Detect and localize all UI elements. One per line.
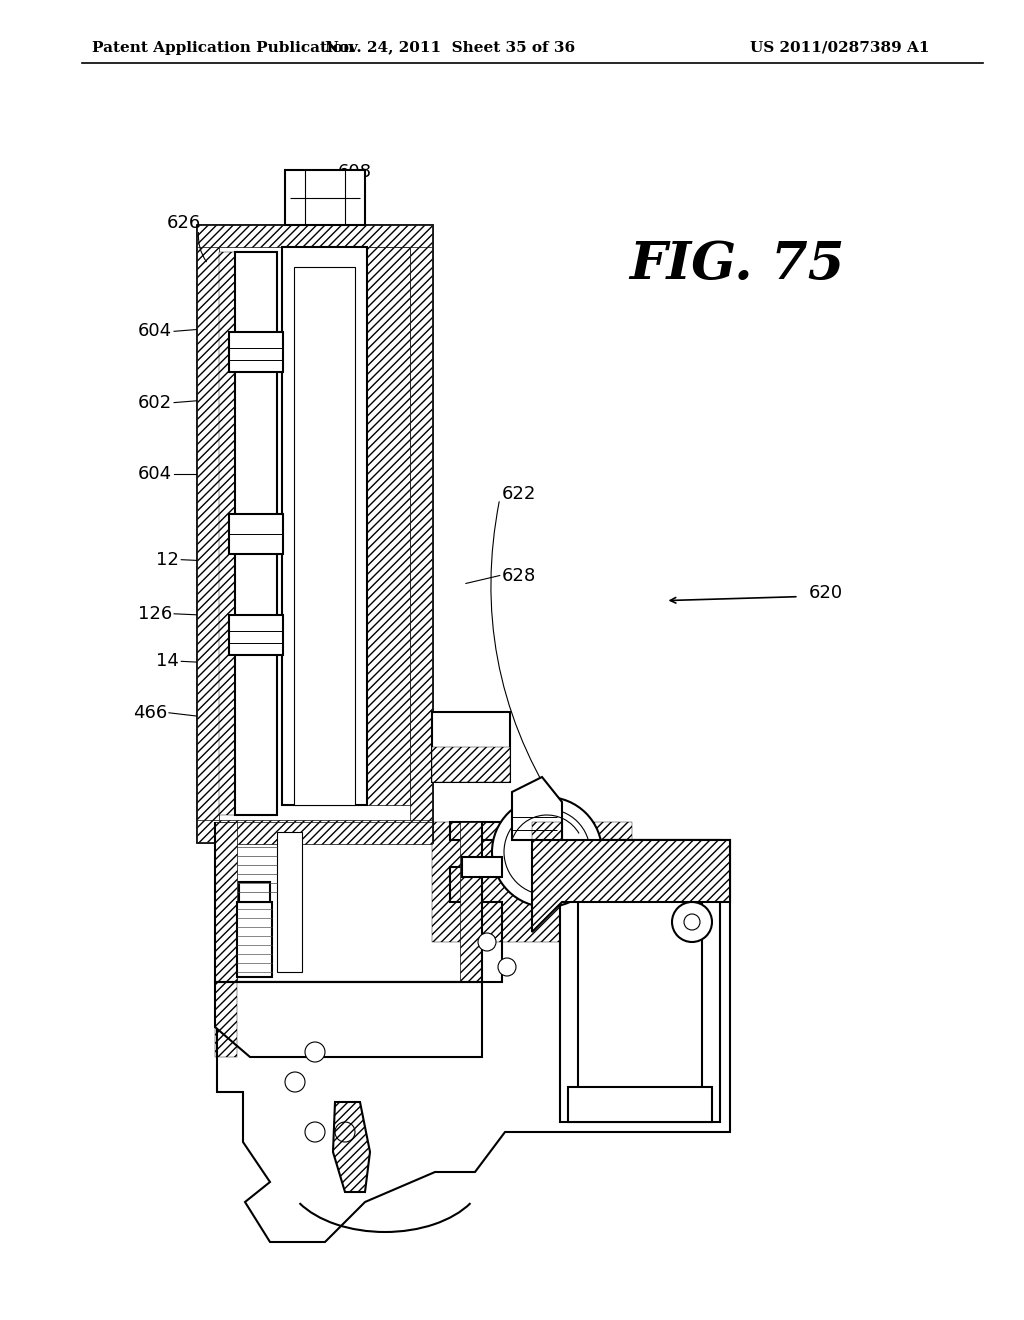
Text: Nov. 24, 2011  Sheet 35 of 36: Nov. 24, 2011 Sheet 35 of 36: [326, 41, 575, 54]
Bar: [560, 840, 720, 1122]
Circle shape: [498, 958, 516, 975]
Text: 626: 626: [167, 214, 201, 232]
Bar: [229, 513, 283, 553]
Polygon shape: [512, 777, 562, 840]
Bar: [565, 845, 715, 1117]
Bar: [234, 252, 278, 814]
Bar: [239, 882, 270, 902]
Bar: [215, 822, 432, 843]
Bar: [278, 832, 302, 972]
Text: 126: 126: [138, 605, 172, 623]
Text: Patent Application Publication: Patent Application Publication: [92, 41, 354, 54]
Bar: [285, 170, 365, 224]
Circle shape: [305, 1041, 325, 1063]
Bar: [197, 224, 219, 842]
Circle shape: [305, 1122, 325, 1142]
Bar: [294, 267, 355, 805]
Circle shape: [285, 1072, 305, 1092]
Bar: [432, 822, 632, 942]
Bar: [197, 224, 432, 842]
Bar: [432, 747, 510, 781]
Circle shape: [504, 809, 590, 895]
Bar: [229, 615, 283, 655]
Text: US 2011/0287389 A1: US 2011/0287389 A1: [750, 41, 930, 54]
Bar: [197, 224, 432, 247]
Bar: [219, 252, 234, 814]
Bar: [197, 820, 432, 842]
Bar: [410, 224, 432, 842]
Bar: [282, 247, 367, 805]
Polygon shape: [217, 822, 730, 1242]
Bar: [367, 247, 410, 805]
Text: 620: 620: [809, 583, 843, 602]
Text: 604: 604: [138, 322, 172, 341]
Text: 466: 466: [133, 704, 167, 722]
Bar: [460, 822, 482, 982]
Circle shape: [672, 902, 712, 942]
Text: 602: 602: [138, 393, 172, 412]
Bar: [215, 982, 237, 1057]
Text: 604: 604: [138, 465, 172, 483]
Circle shape: [684, 913, 700, 931]
Text: 622: 622: [502, 484, 537, 503]
Bar: [237, 902, 272, 977]
Polygon shape: [215, 982, 482, 1057]
Polygon shape: [333, 1102, 370, 1192]
Polygon shape: [532, 822, 730, 932]
Text: 12: 12: [157, 550, 179, 569]
Bar: [229, 333, 283, 372]
Bar: [215, 822, 237, 982]
Circle shape: [492, 797, 602, 907]
Circle shape: [335, 1122, 355, 1142]
Bar: [462, 857, 502, 876]
Text: 628: 628: [502, 566, 536, 585]
Circle shape: [478, 933, 496, 950]
Text: 14: 14: [157, 652, 179, 671]
Text: 608: 608: [338, 162, 372, 181]
Bar: [432, 711, 510, 781]
Bar: [578, 862, 702, 1102]
Text: FIG. 75: FIG. 75: [630, 239, 845, 289]
Bar: [568, 1086, 712, 1122]
